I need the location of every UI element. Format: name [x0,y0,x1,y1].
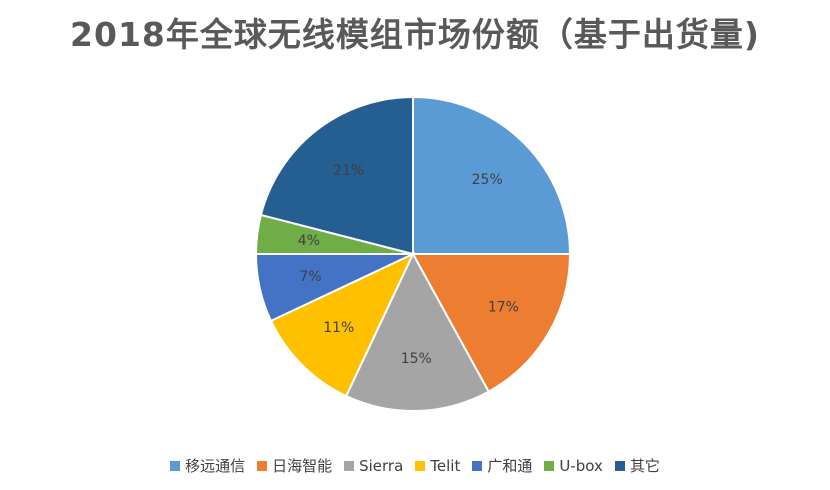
legend-label: 移远通信 [185,457,246,475]
slice-data-label: 21% [333,163,364,179]
slice-data-label: 15% [401,351,432,367]
slice-data-label: 25% [472,172,503,188]
legend-swatch [544,460,555,471]
pie-slice-7 [259,95,414,256]
legend-swatch [257,460,268,471]
slice-data-label: 7% [299,269,321,285]
legend-label: 日海智能 [272,457,333,475]
legend-label: Telit [430,456,461,475]
legend-item: 其它 [614,455,660,476]
pie-slices [254,95,572,413]
legend-item: Telit [415,457,460,475]
pie-slice-2 [411,253,572,393]
legend-item: 广和通 [472,455,532,476]
legend-label: 广和通 [487,457,533,475]
legend-label: Sierra [359,456,404,475]
pie-slice-4 [269,251,416,398]
slice-data-label: 4% [298,233,320,249]
legend-item: U-box [544,457,603,475]
legend-label: 其它 [629,457,660,475]
legend-swatch [170,460,181,471]
legend-swatch [472,460,483,471]
chart-title: 2018年全球无线模组市场份额（基于出货量) [70,15,760,54]
legend-label: U-box [559,456,603,475]
pie-slice-1 [412,95,572,255]
legend-item: Sierra [344,457,403,475]
legend-swatch [415,460,426,471]
slice-data-label: 17% [488,299,519,315]
chart-legend: 移远通信 日海智能 Sierra Telit 广和通 U-box 其它 [0,455,830,476]
legend-item: 日海智能 [257,455,332,476]
legend-swatch [614,460,625,471]
legend-swatch [344,460,355,471]
legend-item: 移远通信 [170,455,245,476]
slice-data-label: 11% [323,320,354,336]
pie-labels: 25% 17% 15% 11% 7% 4% 21% [298,163,519,367]
pie-slice-3 [344,251,490,413]
